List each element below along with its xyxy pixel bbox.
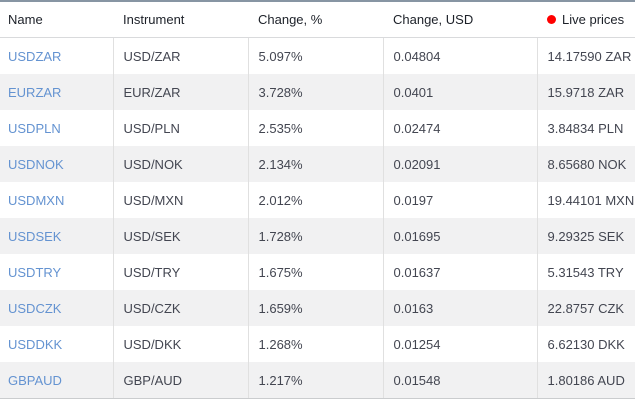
symbol-cell: GBPAUD (0, 362, 113, 399)
instrument-cell: USD/MXN (112, 182, 248, 218)
live-price-cell: 9.29325 SEK (536, 218, 635, 254)
change-usd-cell: 0.02091 (382, 146, 537, 182)
header-row: Name Instrument Change, % Change, USD Li… (0, 2, 635, 38)
col-header-change-usd: Change, USD (383, 2, 537, 38)
table-row[interactable]: USDPLN USD/PLN 2.535% 0.02474 3.84834 PL… (0, 110, 635, 146)
change-usd-cell: 0.01695 (382, 218, 537, 254)
instrument-cell: USD/TRY (112, 254, 248, 290)
table-row[interactable]: USDMXN USD/MXN 2.012% 0.0197 19.44101 MX… (0, 182, 635, 218)
symbol-link[interactable]: USDZAR (8, 48, 62, 64)
live-price-cell: 14.17590 ZAR (536, 37, 635, 74)
live-price-cell: 19.44101 MXN (536, 182, 635, 218)
symbol-cell: EURZAR (0, 74, 113, 110)
table-row[interactable]: USDZAR USD/ZAR 5.097% 0.04804 14.17590 Z… (0, 37, 635, 75)
symbol-cell: USDDKK (0, 326, 113, 362)
table-row[interactable]: USDNOK USD/NOK 2.134% 0.02091 8.65680 NO… (0, 146, 635, 182)
change-usd-cell: 0.02474 (382, 110, 537, 146)
col-header-instrument: Instrument (113, 2, 248, 38)
symbol-link[interactable]: USDCZK (8, 300, 62, 316)
live-dot-icon (547, 15, 556, 24)
instrument-cell: USD/NOK (112, 146, 248, 182)
instrument-cell: GBP/AUD (112, 362, 248, 399)
change-usd-cell: 0.01548 (382, 362, 537, 399)
col-header-change-pct: Change, % (248, 2, 383, 38)
change-pct-cell: 1.217% (247, 362, 383, 399)
symbol-link[interactable]: USDDKK (8, 336, 63, 352)
change-pct-cell: 5.097% (247, 37, 383, 74)
change-pct-cell: 2.134% (247, 146, 383, 182)
symbol-link[interactable]: USDTRY (8, 264, 62, 280)
change-pct-cell: 1.675% (247, 254, 383, 290)
live-price-cell: 22.8757 CZK (536, 290, 635, 326)
change-pct-cell: 2.012% (247, 182, 383, 218)
symbol-cell: USDSEK (0, 218, 113, 254)
change-usd-cell: 0.01254 (382, 326, 537, 362)
instrument-cell: USD/SEK (112, 218, 248, 254)
change-usd-cell: 0.01637 (382, 254, 537, 290)
table-row[interactable]: USDCZK USD/CZK 1.659% 0.0163 22.8757 CZK (0, 290, 635, 326)
symbol-link[interactable]: GBPAUD (8, 372, 62, 388)
live-price-cell: 15.9718 ZAR (536, 74, 635, 110)
symbol-link[interactable]: USDNOK (8, 156, 64, 172)
symbol-cell: USDNOK (0, 146, 113, 182)
change-pct-cell: 1.659% (247, 290, 383, 326)
change-usd-cell: 0.0401 (382, 74, 537, 110)
symbol-link[interactable]: USDSEK (8, 228, 62, 244)
live-price-cell: 1.80186 AUD (536, 362, 635, 399)
instrument-cell: USD/CZK (112, 290, 248, 326)
change-usd-cell: 0.04804 (382, 37, 537, 74)
change-usd-cell: 0.0163 (382, 290, 537, 326)
table-row[interactable]: USDTRY USD/TRY 1.675% 0.01637 5.31543 TR… (0, 254, 635, 290)
change-usd-cell: 0.0197 (382, 182, 537, 218)
col-header-name: Name (0, 2, 113, 38)
instrument-cell: USD/PLN (112, 110, 248, 146)
instrument-cell: USD/DKK (112, 326, 248, 362)
live-prices-label: Live prices (562, 12, 625, 27)
change-pct-cell: 2.535% (247, 110, 383, 146)
change-pct-cell: 1.728% (247, 218, 383, 254)
table-row[interactable]: USDSEK USD/SEK 1.728% 0.01695 9.29325 SE… (0, 218, 635, 254)
table-row[interactable]: USDDKK USD/DKK 1.268% 0.01254 6.62130 DK… (0, 326, 635, 362)
symbol-cell: USDCZK (0, 290, 113, 326)
live-price-cell: 6.62130 DKK (536, 326, 635, 362)
table-row[interactable]: GBPAUD GBP/AUD 1.217% 0.01548 1.80186 AU… (0, 362, 635, 399)
symbol-cell: USDMXN (0, 182, 113, 218)
top-border-bar (0, 0, 635, 2)
change-pct-cell: 3.728% (247, 74, 383, 110)
symbol-link[interactable]: USDMXN (8, 192, 65, 208)
instrument-cell: EUR/ZAR (112, 74, 248, 110)
symbol-cell: USDZAR (0, 38, 113, 75)
table-row[interactable]: EURZAR EUR/ZAR 3.728% 0.0401 15.9718 ZAR (0, 74, 635, 110)
live-price-cell: 5.31543 TRY (536, 254, 635, 290)
symbol-link[interactable]: EURZAR (8, 84, 62, 100)
live-price-cell: 3.84834 PLN (536, 110, 635, 146)
live-price-cell: 8.65680 NOK (536, 146, 635, 182)
instrument-cell: USD/ZAR (112, 37, 248, 74)
symbol-cell: USDTRY (0, 254, 113, 290)
symbol-link[interactable]: USDPLN (8, 120, 61, 136)
col-header-live-prices: Live prices (537, 2, 635, 38)
symbol-cell: USDPLN (0, 110, 113, 146)
change-pct-cell: 1.268% (247, 326, 383, 362)
